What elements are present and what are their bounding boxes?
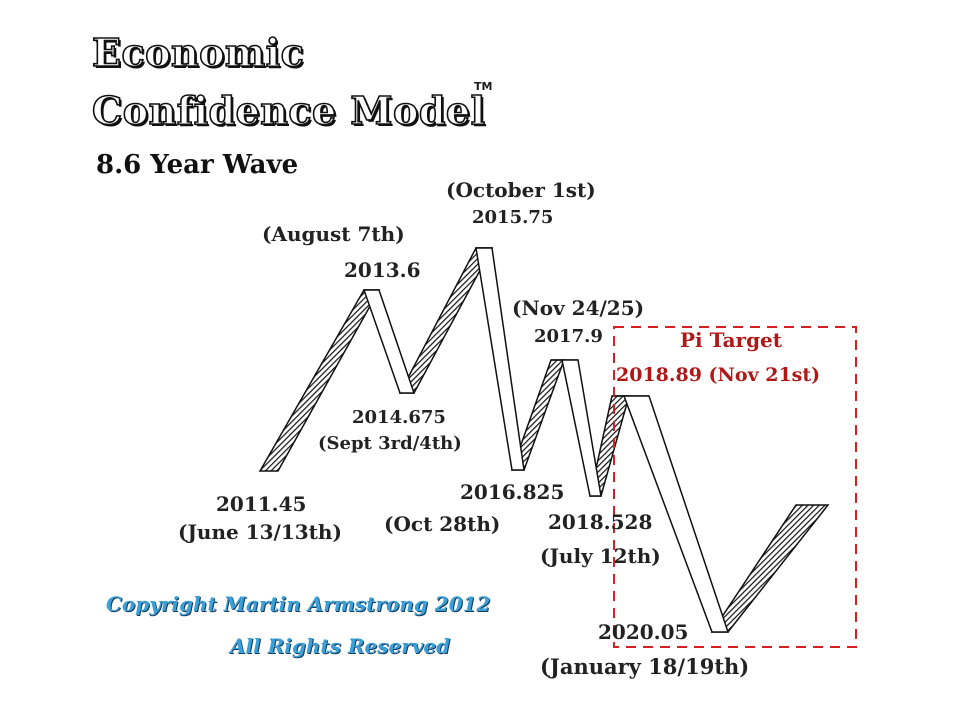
copyright-line-1: Copyright Martin Armstrong 2012 — [106, 592, 491, 616]
point-date-2018-528: (July 12th) — [540, 544, 661, 568]
wave-down-leg-3 — [561, 359, 602, 497]
wave-up-leg-5 — [710, 504, 830, 633]
point-value-2013: 2013.6 — [344, 258, 421, 282]
title-line-1: Economic — [91, 29, 305, 76]
point-date-2015: (October 1st) — [446, 178, 596, 202]
point-value-2015: 2015.75 — [472, 207, 554, 228]
point-value-2011: 2011.45 — [216, 492, 307, 516]
point-value-2017: 2017.9 — [534, 326, 603, 347]
subtitle: 8.6 Year Wave — [96, 150, 299, 180]
point-value-2018-528: 2018.528 — [548, 510, 653, 534]
point-value-2016: 2016.825 — [460, 480, 565, 504]
point-date-2014: (Sept 3rd/4th) — [318, 433, 462, 454]
point-value-2018-89: 2018.89 (Nov 21st) — [616, 364, 821, 386]
wave-down-leg-4 — [622, 395, 730, 633]
point-date-2020: (January 18/19th) — [540, 654, 750, 679]
trademark-mark: TM — [474, 80, 493, 93]
pi-target-label: Pi Target — [680, 328, 783, 352]
point-date-2017: (Nov 24/25) — [512, 296, 645, 320]
point-date-2016: (Oct 28th) — [384, 512, 501, 536]
point-value-2014: 2014.675 — [352, 407, 446, 428]
point-value-2020: 2020.05 — [598, 620, 689, 644]
title-line-2: Confidence Model — [91, 87, 486, 134]
wave-down-leg-2 — [475, 247, 525, 471]
wave-down-leg-1 — [362, 289, 416, 394]
copyright-line-2: All Rights Reserved — [230, 634, 451, 658]
point-date-2013: (August 7th) — [262, 222, 405, 246]
pi-target-box — [613, 326, 857, 648]
point-date-2011: (June 13/13th) — [178, 520, 342, 544]
